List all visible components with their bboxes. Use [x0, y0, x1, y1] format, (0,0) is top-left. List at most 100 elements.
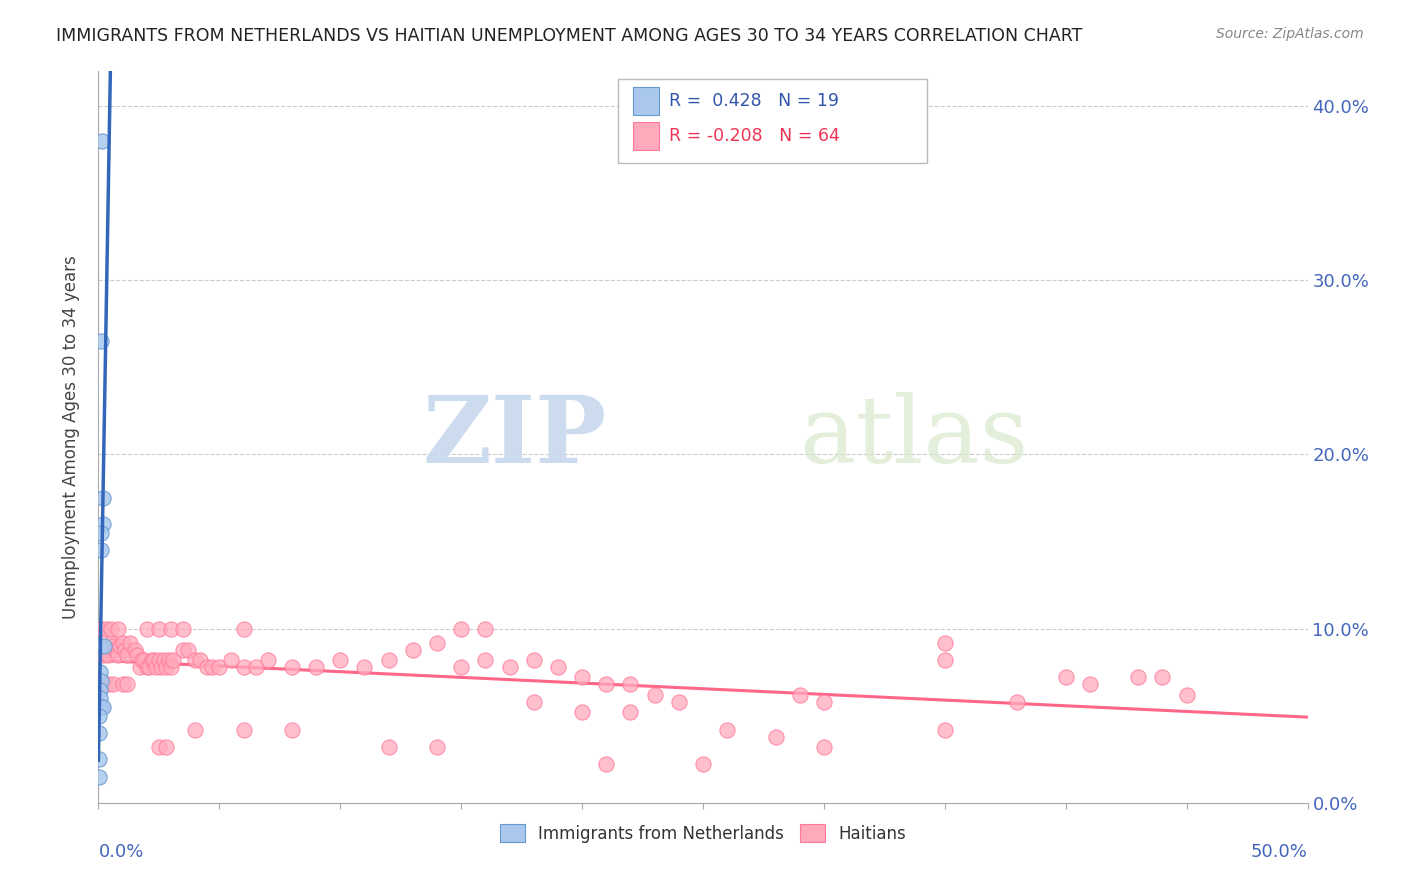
Point [89, 726, 111, 740]
Point [152, 653, 174, 667]
Point [162, 653, 184, 667]
Text: R = -0.208   N = 64: R = -0.208 N = 64 [669, 127, 839, 145]
Point [90, 700, 112, 714]
Point [232, 723, 254, 737]
Point [93, 639, 115, 653]
Point [117, 648, 139, 662]
Point [89, 752, 111, 766]
Point [245, 660, 267, 674]
Point [450, 622, 472, 636]
Point [571, 670, 593, 684]
Point [377, 653, 399, 667]
Point [155, 740, 177, 755]
Point [114, 642, 136, 657]
Point [305, 660, 328, 674]
Point [377, 740, 399, 755]
Point [100, 635, 122, 649]
Point [111, 677, 134, 691]
Point [692, 757, 714, 772]
Point [789, 688, 811, 702]
Point [131, 653, 153, 667]
Point [201, 660, 224, 674]
Point [89, 682, 111, 697]
Point [91, 491, 114, 505]
Point [813, 695, 835, 709]
Point [353, 660, 375, 674]
Point [155, 660, 177, 674]
Point [91, 517, 114, 532]
Point [90, 622, 112, 636]
Point [195, 660, 218, 674]
Text: 0.0%: 0.0% [98, 843, 143, 861]
Point [135, 622, 157, 636]
Point [91, 677, 114, 691]
Point [221, 653, 243, 667]
Point [934, 635, 956, 649]
Point [91, 648, 114, 662]
Point [281, 660, 304, 674]
Point [426, 635, 449, 649]
Point [90, 673, 112, 688]
Text: atlas: atlas [800, 392, 1029, 482]
Point [188, 653, 211, 667]
Point [668, 695, 690, 709]
Point [256, 653, 278, 667]
Text: ZIP: ZIP [422, 392, 606, 482]
Point [150, 660, 173, 674]
Point [402, 642, 425, 657]
Point [90, 525, 112, 540]
Point [94, 642, 117, 657]
Point [141, 653, 163, 667]
Point [108, 639, 131, 653]
Point [138, 660, 160, 674]
Point [281, 723, 304, 737]
Point [172, 642, 194, 657]
Point [474, 622, 496, 636]
Point [89, 700, 111, 714]
Legend: Immigrants from Netherlands, Haitians: Immigrants from Netherlands, Haitians [494, 818, 912, 849]
Point [89, 770, 111, 784]
Point [232, 622, 254, 636]
Bar [633, 122, 659, 150]
Point [1054, 670, 1077, 684]
Text: IMMIGRANTS FROM NETHERLANDS VS HAITIAN UNEMPLOYMENT AMONG AGES 30 TO 34 YEARS CO: IMMIGRANTS FROM NETHERLANDS VS HAITIAN U… [56, 27, 1083, 45]
Point [104, 642, 127, 657]
Point [134, 653, 156, 667]
Point [118, 635, 141, 649]
Point [571, 705, 593, 719]
Point [91, 700, 114, 714]
Point [117, 677, 139, 691]
Point [595, 677, 617, 691]
Point [124, 642, 146, 657]
Point [107, 622, 129, 636]
Point [148, 622, 170, 636]
Point [595, 757, 617, 772]
Point [143, 653, 166, 667]
Bar [633, 87, 659, 115]
Point [160, 622, 183, 636]
Point [765, 730, 787, 744]
Point [89, 708, 111, 723]
FancyBboxPatch shape [619, 78, 927, 163]
Point [111, 635, 134, 649]
Point [523, 653, 546, 667]
Point [107, 648, 129, 662]
Point [934, 653, 956, 667]
Point [145, 660, 167, 674]
Point [97, 648, 120, 662]
Point [208, 660, 231, 674]
Point [1078, 677, 1101, 691]
Point [128, 660, 150, 674]
Point [547, 660, 569, 674]
Point [100, 622, 122, 636]
Point [716, 723, 738, 737]
Point [523, 695, 546, 709]
Point [619, 677, 641, 691]
Text: R =  0.428   N = 19: R = 0.428 N = 19 [669, 93, 839, 111]
Point [1007, 695, 1029, 709]
Point [184, 723, 207, 737]
Point [91, 134, 114, 148]
Point [329, 653, 352, 667]
Point [90, 543, 112, 558]
Y-axis label: Unemployment Among Ages 30 to 34 years: Unemployment Among Ages 30 to 34 years [62, 255, 80, 619]
